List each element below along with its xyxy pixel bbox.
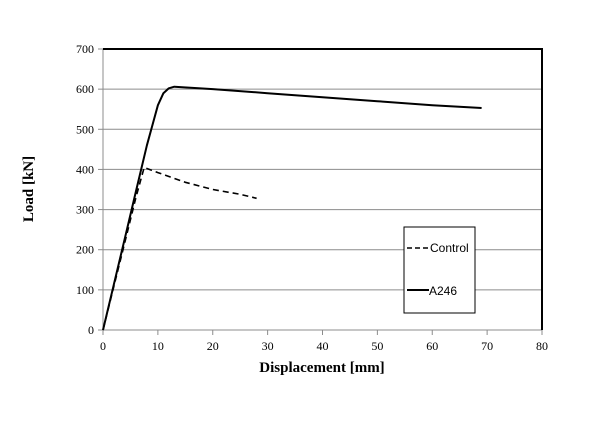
y-tick-label: 0 xyxy=(88,323,94,337)
x-tick-label: 50 xyxy=(371,339,383,353)
x-tick-label: 80 xyxy=(536,339,548,353)
x-axis-ticks: 0 10 20 30 40 50 60 70 80 xyxy=(100,330,548,353)
y-axis-ticks: 0 100 200 300 400 500 600 700 xyxy=(76,42,103,337)
x-tick-label: 40 xyxy=(317,339,329,353)
x-tick-label: 10 xyxy=(152,339,164,353)
horizontal-gridlines xyxy=(103,88,542,291)
x-tick-label: 0 xyxy=(100,339,106,353)
x-tick-label: 30 xyxy=(262,339,274,353)
x-tick-label: 70 xyxy=(481,339,493,353)
y-tick-label: 600 xyxy=(76,82,94,96)
x-axis-title: Displacement [mm] xyxy=(259,360,384,376)
plot-frame xyxy=(102,48,543,331)
legend-box xyxy=(403,226,476,314)
series-a246-line xyxy=(102,85,482,331)
y-tick-label: 500 xyxy=(76,122,94,136)
x-tick-label: 60 xyxy=(426,339,438,353)
data-series xyxy=(102,85,482,331)
y-tick-label: 700 xyxy=(76,42,94,56)
y-tick-label: 200 xyxy=(76,243,94,257)
x-tick-label: 20 xyxy=(207,339,219,353)
y-tick-label: 300 xyxy=(76,203,94,217)
legend-control-label: Control xyxy=(430,241,469,255)
series-control-line xyxy=(102,166,257,331)
legend: Control A246 xyxy=(403,226,476,314)
legend-a246-label: A246 xyxy=(429,284,457,298)
y-tick-label: 400 xyxy=(76,162,94,176)
y-tick-label: 100 xyxy=(76,283,94,297)
y-axis-title: Load [kN] xyxy=(21,156,37,222)
